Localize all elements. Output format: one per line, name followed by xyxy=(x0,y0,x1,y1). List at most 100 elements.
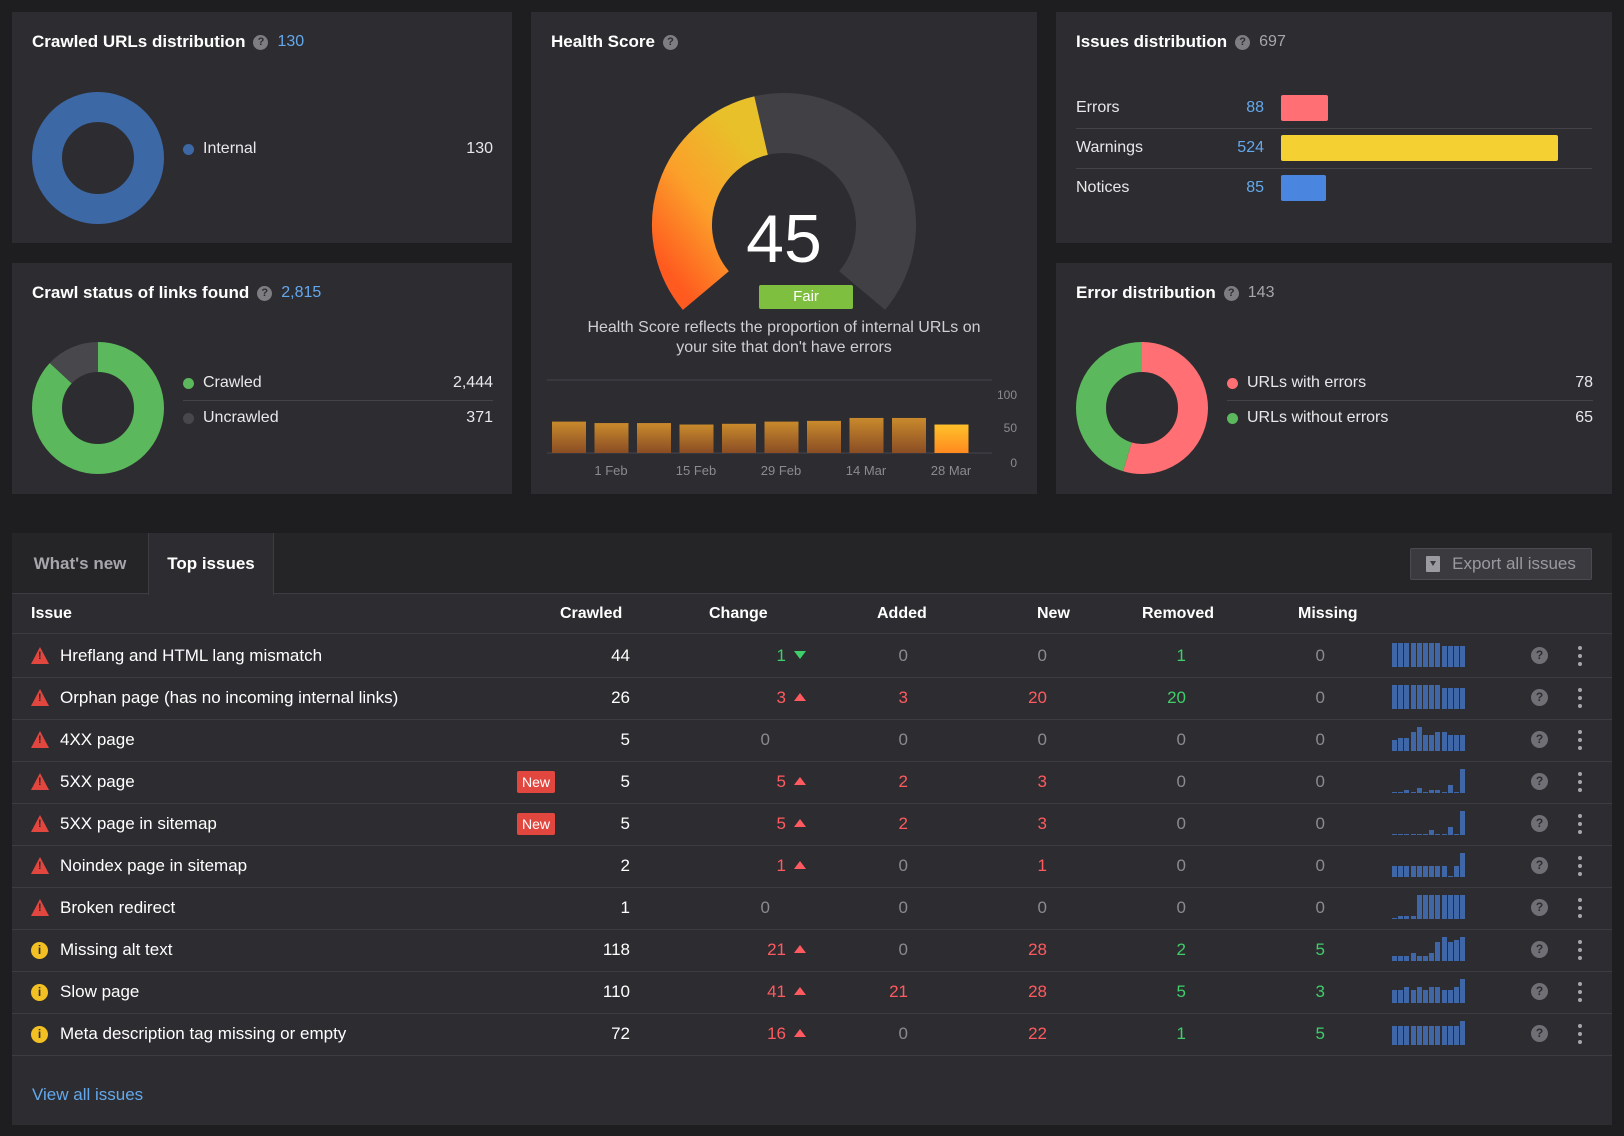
missing-count[interactable]: 0 xyxy=(1315,688,1325,707)
new-count[interactable]: 0 xyxy=(1037,730,1047,749)
new-count[interactable]: 1 xyxy=(1037,856,1047,875)
change-value[interactable]: 16 xyxy=(767,1024,786,1043)
issues-row-notices[interactable]: Notices 85 xyxy=(1076,168,1592,208)
legend-item-uncrawled[interactable]: Uncrawled 371 xyxy=(183,409,493,427)
removed-count[interactable]: 0 xyxy=(1176,772,1186,791)
table-row[interactable]: Orphan page (has no incoming internal li… xyxy=(12,677,1612,720)
added-count[interactable]: 0 xyxy=(898,1024,908,1043)
added-count[interactable]: 0 xyxy=(898,646,908,665)
table-row[interactable]: Hreflang and HTML lang mismatch 44 1 0 0 1 0? xyxy=(12,635,1612,678)
issues-row-value[interactable]: 88 xyxy=(1246,99,1264,116)
crawled-count[interactable]: 5 xyxy=(620,772,630,791)
added-count[interactable]: 0 xyxy=(898,730,908,749)
help-icon[interactable]: ? xyxy=(1531,773,1548,790)
new-count[interactable]: 3 xyxy=(1037,814,1047,833)
history-bar[interactable] xyxy=(849,417,884,453)
missing-count[interactable]: 0 xyxy=(1315,730,1325,749)
change-value[interactable]: 1 xyxy=(776,646,786,665)
history-bar[interactable] xyxy=(807,420,841,453)
crawled-count[interactable]: 1 xyxy=(620,898,630,917)
crawled-count[interactable]: 5 xyxy=(620,730,630,749)
change-value[interactable]: 0 xyxy=(760,730,770,749)
table-row[interactable]: i Slow page 110 41 21 28 5 3? xyxy=(12,971,1612,1014)
removed-count[interactable]: 20 xyxy=(1167,688,1186,707)
table-row[interactable]: 5XX page New 5 5 2 3 0 0? xyxy=(12,761,1612,804)
column-header-change[interactable]: Change xyxy=(709,605,768,622)
issue-name[interactable]: Missing alt text xyxy=(60,940,173,959)
issue-name[interactable]: Noindex page in sitemap xyxy=(60,856,248,875)
new-count[interactable]: 22 xyxy=(1028,1024,1047,1043)
table-row[interactable]: i Meta description tag missing or empty 72… xyxy=(12,1013,1612,1056)
legend-item-crawled[interactable]: Crawled 2,444 xyxy=(183,374,493,392)
change-value[interactable]: 5 xyxy=(776,814,786,833)
removed-count[interactable]: 0 xyxy=(1176,856,1186,875)
crawl-status-count[interactable]: 2,815 xyxy=(281,284,322,301)
removed-count[interactable]: 2 xyxy=(1176,940,1186,959)
help-icon[interactable]: ? xyxy=(1531,731,1548,748)
legend-item-internal[interactable]: Internal 130 xyxy=(183,140,493,158)
help-icon[interactable]: ? xyxy=(257,285,273,301)
issues-row-warnings[interactable]: Warnings 524 xyxy=(1076,128,1592,168)
added-count[interactable]: 0 xyxy=(898,856,908,875)
help-icon[interactable]: ? xyxy=(1531,815,1548,832)
column-header-missing[interactable]: Missing xyxy=(1298,605,1358,622)
issues-row-value[interactable]: 524 xyxy=(1237,139,1264,156)
issue-name[interactable]: Meta description tag missing or empty xyxy=(60,1024,347,1043)
new-count[interactable]: 3 xyxy=(1037,772,1047,791)
added-count[interactable]: 2 xyxy=(898,772,908,791)
legend-item-urls-with-errors[interactable]: URLs with errors 78 xyxy=(1227,374,1593,392)
more-options-icon[interactable] xyxy=(1578,814,1582,834)
history-bar[interactable] xyxy=(552,421,586,453)
history-bar[interactable] xyxy=(892,417,926,453)
column-header-added[interactable]: Added xyxy=(877,605,927,622)
issue-name[interactable]: Broken redirect xyxy=(60,898,176,917)
issue-name[interactable]: Orphan page (has no incoming internal li… xyxy=(60,688,399,707)
history-bar[interactable] xyxy=(637,423,671,453)
change-value[interactable]: 0 xyxy=(760,898,770,917)
help-icon[interactable]: ? xyxy=(1531,647,1548,664)
change-value[interactable]: 21 xyxy=(767,940,786,959)
missing-count[interactable]: 3 xyxy=(1315,982,1325,1001)
crawled-count[interactable]: 5 xyxy=(620,814,630,833)
more-options-icon[interactable] xyxy=(1578,730,1582,750)
removed-count[interactable]: 0 xyxy=(1176,814,1186,833)
added-count[interactable]: 21 xyxy=(889,982,908,1001)
missing-count[interactable]: 0 xyxy=(1315,646,1325,665)
more-options-icon[interactable] xyxy=(1578,772,1582,792)
more-options-icon[interactable] xyxy=(1578,940,1582,960)
tab-whats-new[interactable]: What's new xyxy=(33,554,127,573)
legend-item-urls-without-errors[interactable]: URLs without errors 65 xyxy=(1227,409,1593,427)
new-count[interactable]: 20 xyxy=(1028,688,1047,707)
change-value[interactable]: 3 xyxy=(776,688,786,707)
new-count[interactable]: 28 xyxy=(1028,940,1047,959)
column-header-new[interactable]: New xyxy=(1037,605,1070,622)
column-header-removed[interactable]: Removed xyxy=(1142,605,1215,622)
column-header-issue[interactable]: Issue xyxy=(31,605,72,622)
change-value[interactable]: 1 xyxy=(776,856,786,875)
added-count[interactable]: 0 xyxy=(898,898,908,917)
help-icon[interactable]: ? xyxy=(662,34,678,50)
help-icon[interactable]: ? xyxy=(1223,285,1239,301)
history-bar[interactable] xyxy=(764,421,799,453)
missing-count[interactable]: 5 xyxy=(1315,1024,1325,1043)
missing-count[interactable]: 0 xyxy=(1315,898,1325,917)
table-row[interactable]: i Missing alt text 118 21 0 28 2 5? xyxy=(12,929,1612,972)
missing-count[interactable]: 0 xyxy=(1315,814,1325,833)
more-options-icon[interactable] xyxy=(1578,646,1582,666)
tab-top-issues[interactable]: Top issues xyxy=(148,533,274,595)
missing-count[interactable]: 5 xyxy=(1315,940,1325,959)
added-count[interactable]: 0 xyxy=(898,940,908,959)
removed-count[interactable]: 0 xyxy=(1176,898,1186,917)
view-all-issues-link[interactable]: View all issues xyxy=(32,1085,144,1104)
help-icon[interactable]: ? xyxy=(1531,983,1548,1000)
change-value[interactable]: 5 xyxy=(776,772,786,791)
history-bar[interactable] xyxy=(934,424,969,453)
issues-row-value[interactable]: 85 xyxy=(1246,179,1264,196)
more-options-icon[interactable] xyxy=(1578,856,1582,876)
history-bar[interactable] xyxy=(722,423,756,453)
more-options-icon[interactable] xyxy=(1578,898,1582,918)
help-icon[interactable]: ? xyxy=(1531,941,1548,958)
added-count[interactable]: 3 xyxy=(898,688,908,707)
issue-name[interactable]: 5XX page in sitemap xyxy=(60,814,217,833)
table-row[interactable]: 5XX page in sitemap New 5 5 2 3 0 0? xyxy=(12,803,1612,846)
